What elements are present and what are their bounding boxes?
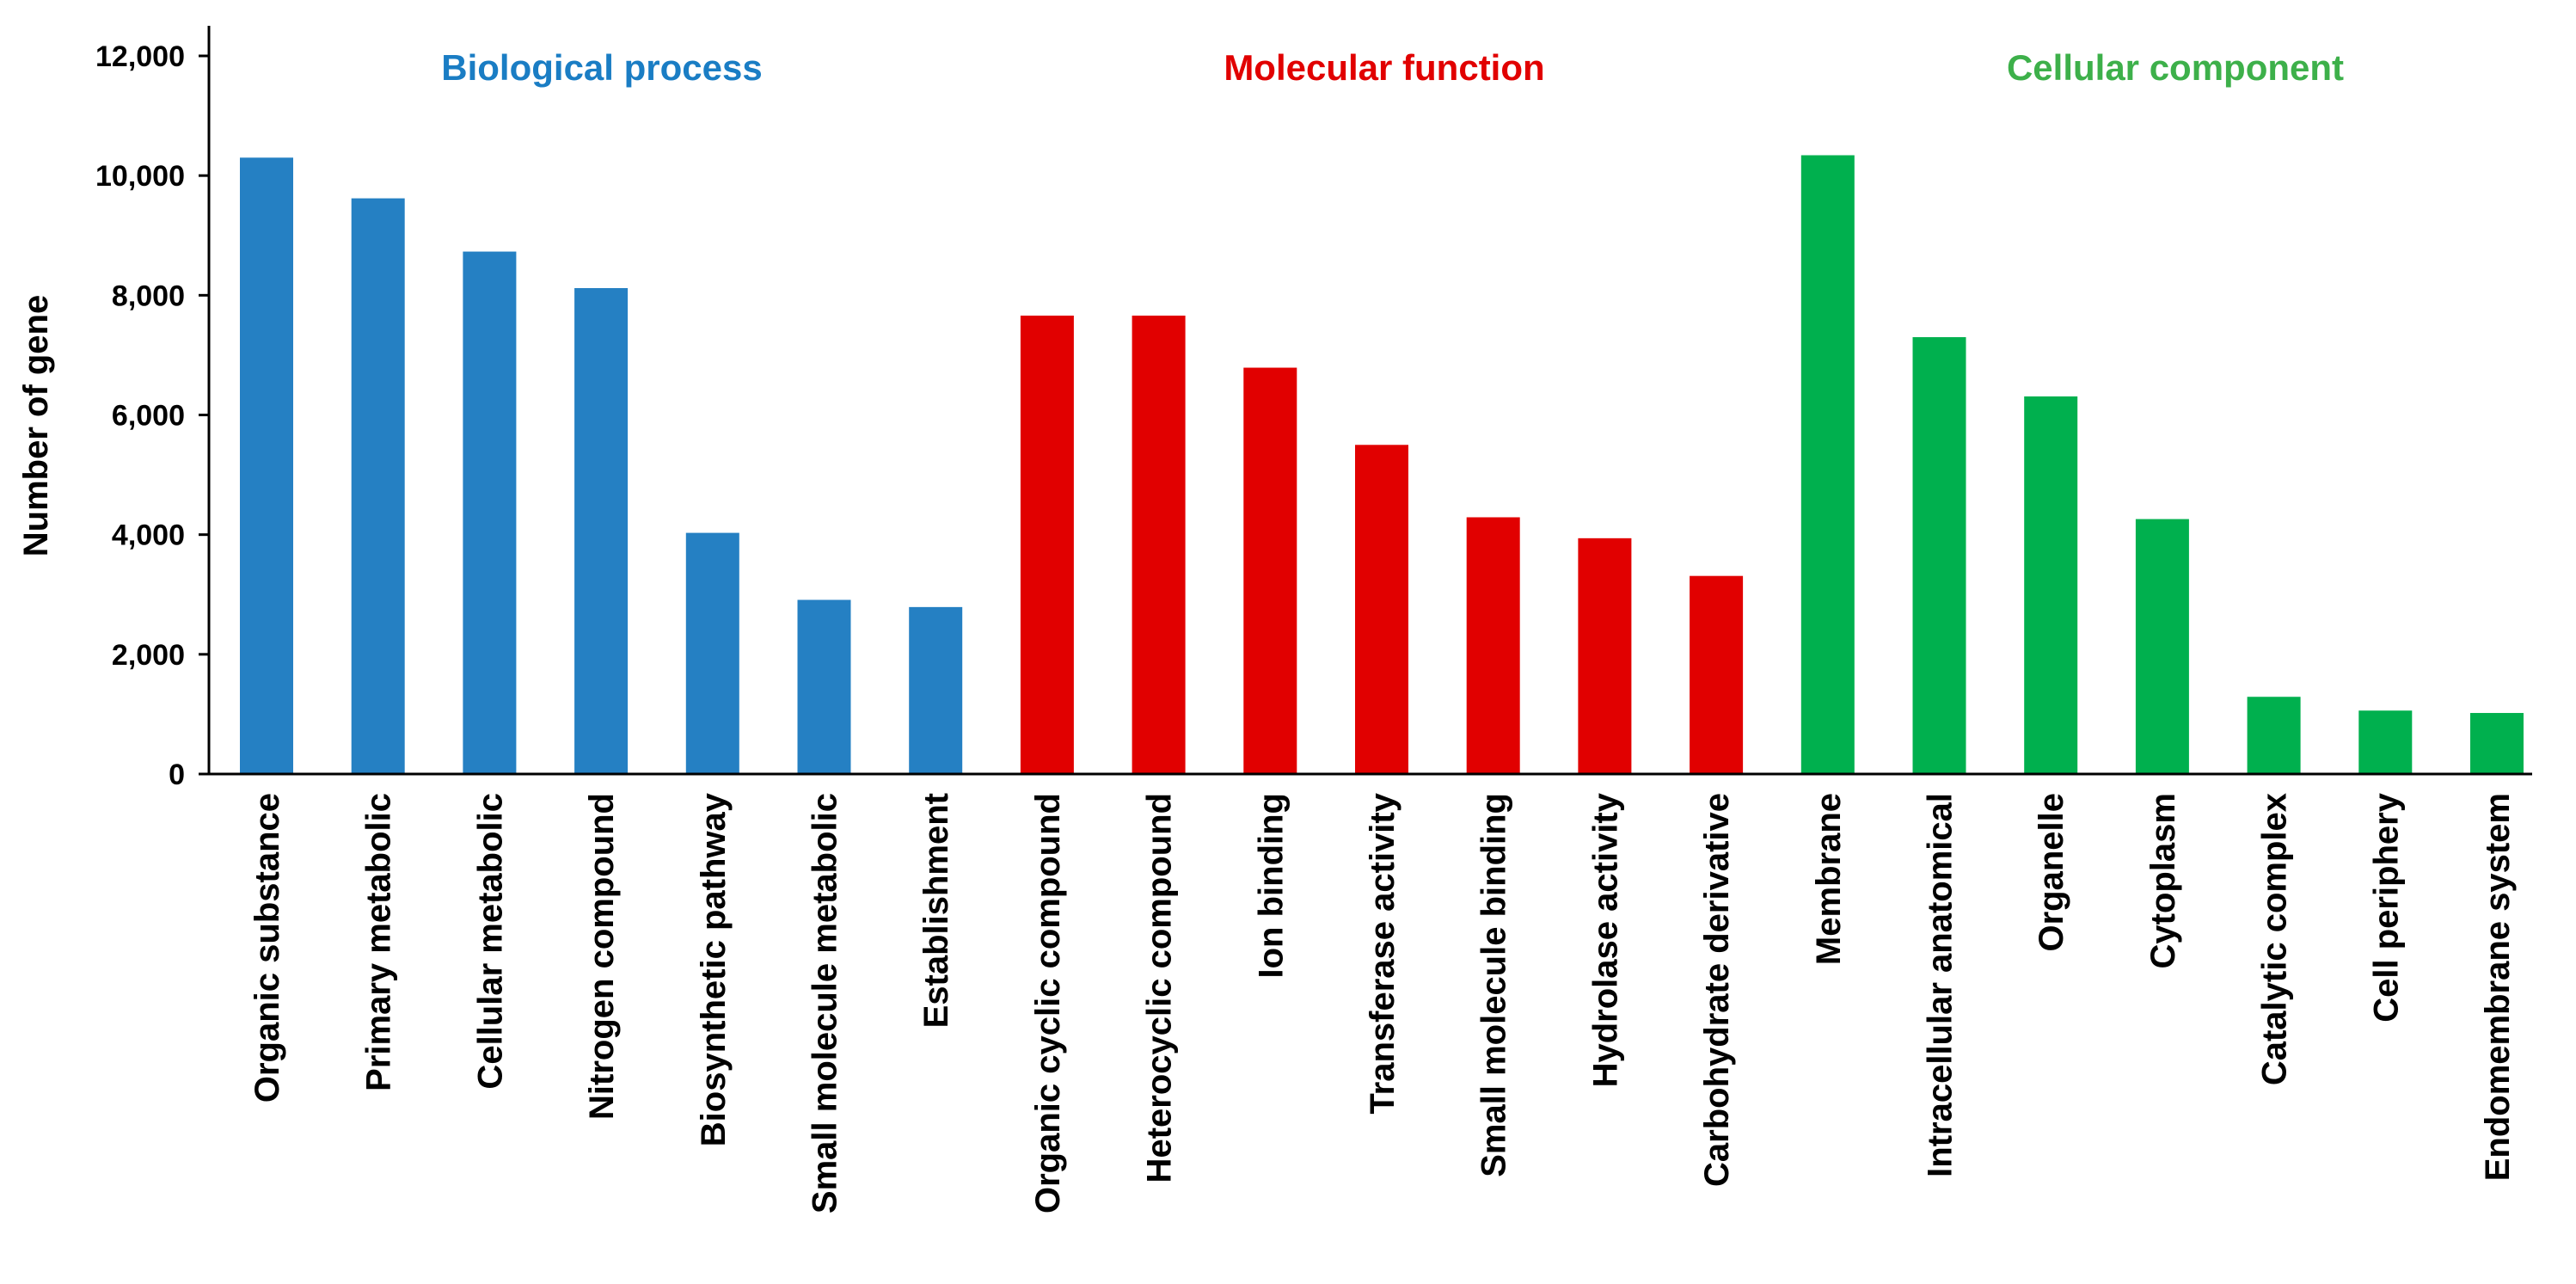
x-tick-label: Cell periphery <box>2367 792 2405 1023</box>
x-tick-label: Biosynthetic pathway <box>695 792 733 1146</box>
x-tick-label: Catalytic complex <box>2256 793 2294 1085</box>
bar <box>2024 396 2078 774</box>
x-tick-label: Cytoplasm <box>2144 793 2182 969</box>
bar <box>1132 315 1186 774</box>
x-tick-label: Intracellular anatomical <box>1922 793 1960 1177</box>
group-labels: Biological process Molecular function Cell… <box>441 47 2344 88</box>
x-tick-label: Small molecule metabolic <box>807 793 844 1213</box>
bar <box>351 198 405 774</box>
x-tick-label: Establishment <box>917 793 955 1028</box>
bar <box>1800 155 1855 775</box>
bar <box>1690 575 1744 774</box>
y-axis: 0 2,000 4,000 6,000 8,000 10,000 12,000 <box>95 26 2532 791</box>
x-tick-label: Transferase activity <box>1364 792 1401 1114</box>
legend-group-label: Biological process <box>441 47 762 88</box>
x-tick-label: Membrane <box>1810 793 1848 965</box>
bar <box>1466 517 1520 774</box>
bar <box>1243 367 1297 774</box>
x-tick-label: Heterocyclic compound <box>1141 793 1179 1183</box>
bar <box>2470 713 2524 774</box>
y-tick-label: 2,000 <box>112 639 185 672</box>
x-tick-label: Endomembrane system <box>2479 793 2517 1181</box>
y-tick-label: 6,000 <box>112 400 185 433</box>
bar <box>685 532 739 774</box>
x-tick-label: Nitrogen compound <box>583 793 621 1120</box>
y-tick-label: 12,000 <box>95 40 185 73</box>
legend-group-label: Molecular function <box>1224 47 1544 88</box>
y-tick-label: 10,000 <box>95 160 185 193</box>
legend-group-label: Cellular component <box>2007 47 2344 88</box>
bar <box>1355 445 1408 774</box>
x-tick-label: Ion binding <box>1252 793 1290 979</box>
bar <box>909 606 963 774</box>
bars-layer <box>240 155 2524 775</box>
bar <box>1020 315 1074 774</box>
x-tick-label: Hydrolase activity <box>1586 792 1624 1087</box>
bar <box>2135 519 2189 774</box>
bar <box>797 599 851 774</box>
y-axis-title: Number of gene <box>17 295 55 556</box>
bar <box>2247 697 2301 774</box>
bar <box>1578 538 1632 774</box>
y-tick-label: 4,000 <box>112 519 185 552</box>
x-tick-label: Small molecule binding <box>1475 793 1513 1177</box>
bar <box>574 287 629 774</box>
x-tick-label: Cellular metabolic <box>471 793 509 1090</box>
x-tick-label: Organic cyclic compound <box>1029 793 1067 1213</box>
x-tick-label: Organelle <box>2033 793 2070 952</box>
bar <box>240 157 293 774</box>
bar <box>463 251 517 775</box>
x-tick-label: Carbohydrate derivative <box>1698 793 1736 1187</box>
bar <box>1912 337 1966 774</box>
x-tick-label: Primary metabolic <box>360 793 398 1091</box>
y-tick-label: 8,000 <box>112 280 185 312</box>
x-tick-label: Organic substance <box>248 793 286 1103</box>
bar <box>2358 710 2413 774</box>
x-axis-labels: Organic substance Primary metabolic Cellul… <box>248 792 2517 1213</box>
y-tick-label: 0 <box>169 759 185 791</box>
